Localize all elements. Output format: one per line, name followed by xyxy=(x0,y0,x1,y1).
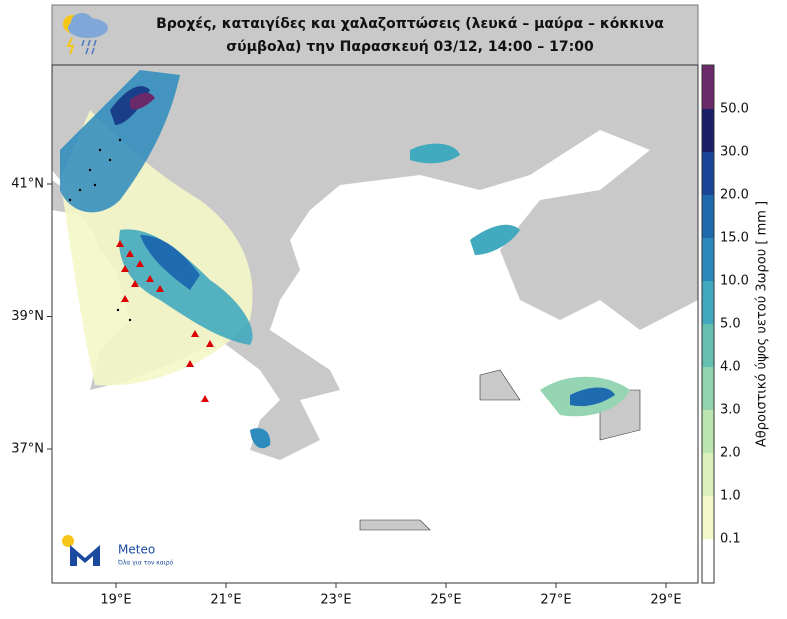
colorbar-label: 4.0 xyxy=(720,360,741,375)
storm-dots xyxy=(68,138,132,322)
lon-label: 27°E xyxy=(540,593,571,608)
colorbar-band xyxy=(702,539,714,583)
colorbar-band xyxy=(702,496,714,539)
colorbar-band xyxy=(702,152,714,195)
lat-label: 37°N xyxy=(11,442,44,457)
colorbar-label: 0.1 xyxy=(720,532,741,547)
colorbar-label: 20.0 xyxy=(720,188,749,203)
colorbar-band xyxy=(702,65,714,109)
lon-label: 23°E xyxy=(320,593,351,608)
lon-label: 21°E xyxy=(210,593,241,608)
colorbar-band xyxy=(702,410,714,453)
colorbar-band xyxy=(702,195,714,238)
colorbar-label: 15.0 xyxy=(720,231,749,246)
lat-label: 39°N xyxy=(11,309,44,324)
logo-name: Meteo xyxy=(118,543,155,557)
colorbar-band xyxy=(702,238,714,281)
logo: Meteo Όλα για τον καιρό xyxy=(62,535,174,567)
colorbar-band xyxy=(702,281,714,324)
colorbar-band xyxy=(702,453,714,496)
colorbar-label: 2.0 xyxy=(720,446,741,461)
colorbar-band xyxy=(702,367,714,410)
colorbar-label: 5.0 xyxy=(720,317,741,332)
lon-label: 19°E xyxy=(100,593,131,608)
header-box xyxy=(51,4,699,66)
colorbar-band xyxy=(702,109,714,152)
colorbar-label: 3.0 xyxy=(720,403,741,418)
title-line: σύμβολα) την Παρασκευή 03/12, 14:00 – 17… xyxy=(226,39,594,55)
colorbar-frame xyxy=(701,64,715,584)
colorbar-label: 50.0 xyxy=(720,102,749,117)
title-line: Βροχές, καταιγίδες και χαλαζοπτώσεις (λε… xyxy=(156,16,664,32)
colorbar-label: 10.0 xyxy=(720,274,749,289)
lat-label: 41°N xyxy=(11,177,44,192)
logo-tagline: Όλα για τον καιρό xyxy=(117,560,174,567)
colorbar-title: Αθροιστικό ύψος υετού 3ωρου [ mm ] xyxy=(755,201,770,447)
colorbar-label: 30.0 xyxy=(720,145,749,160)
colorbar-band xyxy=(702,324,714,367)
lon-label: 25°E xyxy=(430,593,461,608)
lon-label: 29°E xyxy=(650,593,681,608)
map-area xyxy=(52,65,698,583)
map-frame xyxy=(51,64,699,584)
colorbar-label: 1.0 xyxy=(720,489,741,504)
hail-symbols xyxy=(116,240,214,402)
weather-icon xyxy=(63,13,108,55)
